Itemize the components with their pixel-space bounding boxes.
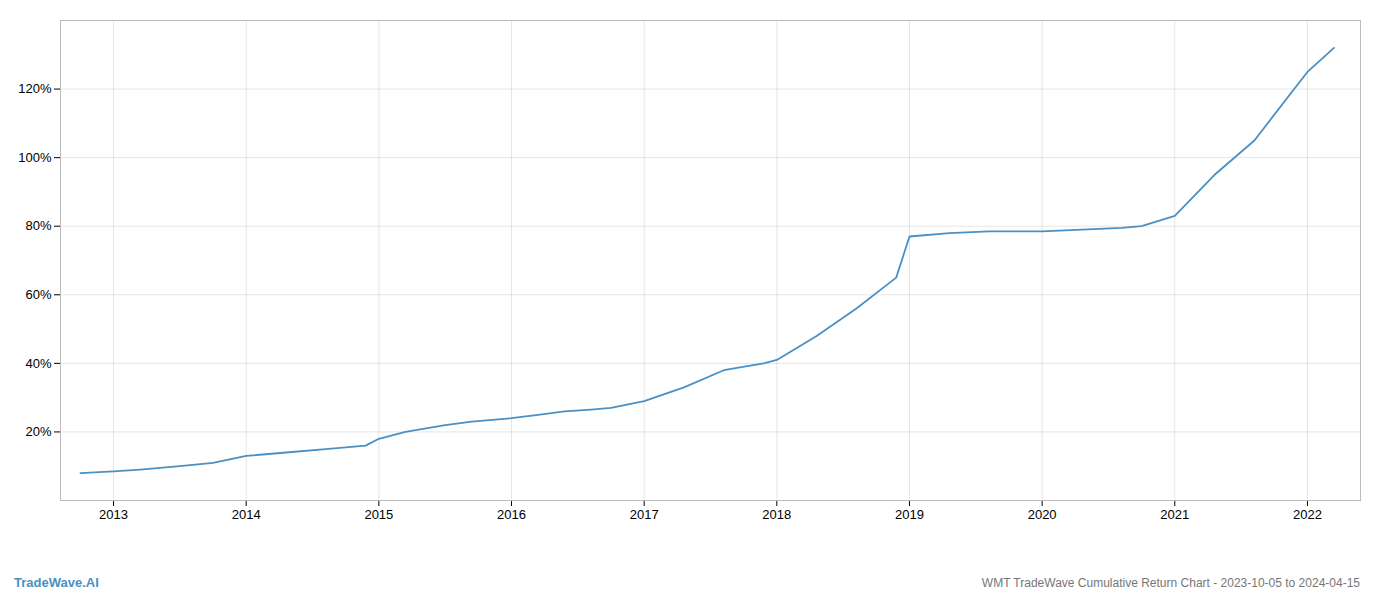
svg-text:2015: 2015 bbox=[364, 507, 393, 522]
svg-text:2018: 2018 bbox=[762, 507, 791, 522]
svg-text:2022: 2022 bbox=[1293, 507, 1322, 522]
html-text:WMT TradeWave Cumulative Retur: WMT TradeWave Cumulative Return Chart - … bbox=[981, 576, 1360, 590]
svg-text:2019: 2019 bbox=[895, 507, 924, 522]
svg-text:120%: 120% bbox=[18, 81, 52, 96]
svg-text:2020: 2020 bbox=[1028, 507, 1057, 522]
svg-text:100%: 100% bbox=[18, 150, 52, 165]
svg-text:2013: 2013 bbox=[99, 507, 128, 522]
svg-text:20%: 20% bbox=[25, 424, 51, 439]
svg-text:40%: 40% bbox=[25, 356, 51, 371]
svg-text:2021: 2021 bbox=[1160, 507, 1189, 522]
svg-text:60%: 60% bbox=[25, 287, 51, 302]
html-text:TradeWave.AI: TradeWave.AI bbox=[14, 575, 99, 590]
svg-text:2017: 2017 bbox=[630, 507, 659, 522]
svg-text:2014: 2014 bbox=[232, 507, 261, 522]
svg-text:80%: 80% bbox=[25, 218, 51, 233]
svg-text:2016: 2016 bbox=[497, 507, 526, 522]
